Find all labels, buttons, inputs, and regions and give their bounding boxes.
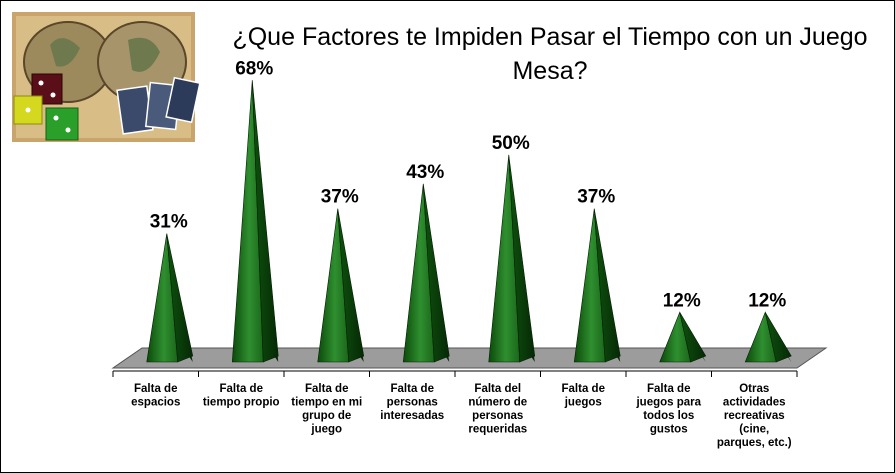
category-label-8: Otras actividades recreativas (cine, parques… bbox=[717, 383, 792, 449]
category-ticks bbox=[112, 371, 798, 377]
chart-title-line2: Mesa? bbox=[512, 57, 588, 85]
bar-1 bbox=[146, 233, 194, 363]
category-label-1: Falta de espacios bbox=[131, 383, 180, 409]
bar-7 bbox=[659, 311, 707, 363]
category-label-7: Falta de juegos para todos los gustos bbox=[635, 383, 701, 436]
category-label-6: Falta de juegos bbox=[562, 383, 605, 409]
category-labels: Falta de espacios Falta de tiempo propio Fal… bbox=[131, 383, 792, 449]
category-label-4: Falta de personas interesadas bbox=[380, 383, 444, 422]
value-labels: 31% 68% 37% 43% 50% 37% 12% 12% bbox=[150, 58, 787, 311]
world-map-dice-cards-icon bbox=[12, 12, 201, 142]
value-label-8: 12% bbox=[748, 290, 786, 311]
bar-3 bbox=[317, 208, 365, 363]
bar-4 bbox=[402, 183, 450, 363]
chart-floor bbox=[111, 347, 828, 369]
bar-6 bbox=[573, 208, 621, 363]
bar-5 bbox=[488, 154, 536, 363]
value-label-5: 50% bbox=[492, 133, 530, 154]
category-label-5: Falta del número de personas requeridas bbox=[468, 383, 527, 436]
value-label-3: 37% bbox=[321, 187, 359, 208]
chart-title: ¿Que Factores te Impiden Pasar el Tiempo… bbox=[205, 20, 895, 88]
value-label-4: 43% bbox=[406, 162, 444, 183]
value-label-2: 68% bbox=[235, 58, 273, 79]
bar-8 bbox=[744, 311, 792, 363]
value-label-7: 12% bbox=[663, 290, 701, 311]
value-label-6: 37% bbox=[577, 187, 615, 208]
chart-title-line1: ¿Que Factores te Impiden Pasar el Tiempo… bbox=[232, 23, 868, 51]
value-label-1: 31% bbox=[150, 212, 188, 233]
category-label-3: Falta de tiempo en mi grupo de juego bbox=[291, 383, 362, 436]
bar-series bbox=[146, 80, 792, 363]
bar-2 bbox=[231, 80, 279, 363]
category-label-2: Falta de tiempo propio bbox=[203, 383, 280, 409]
